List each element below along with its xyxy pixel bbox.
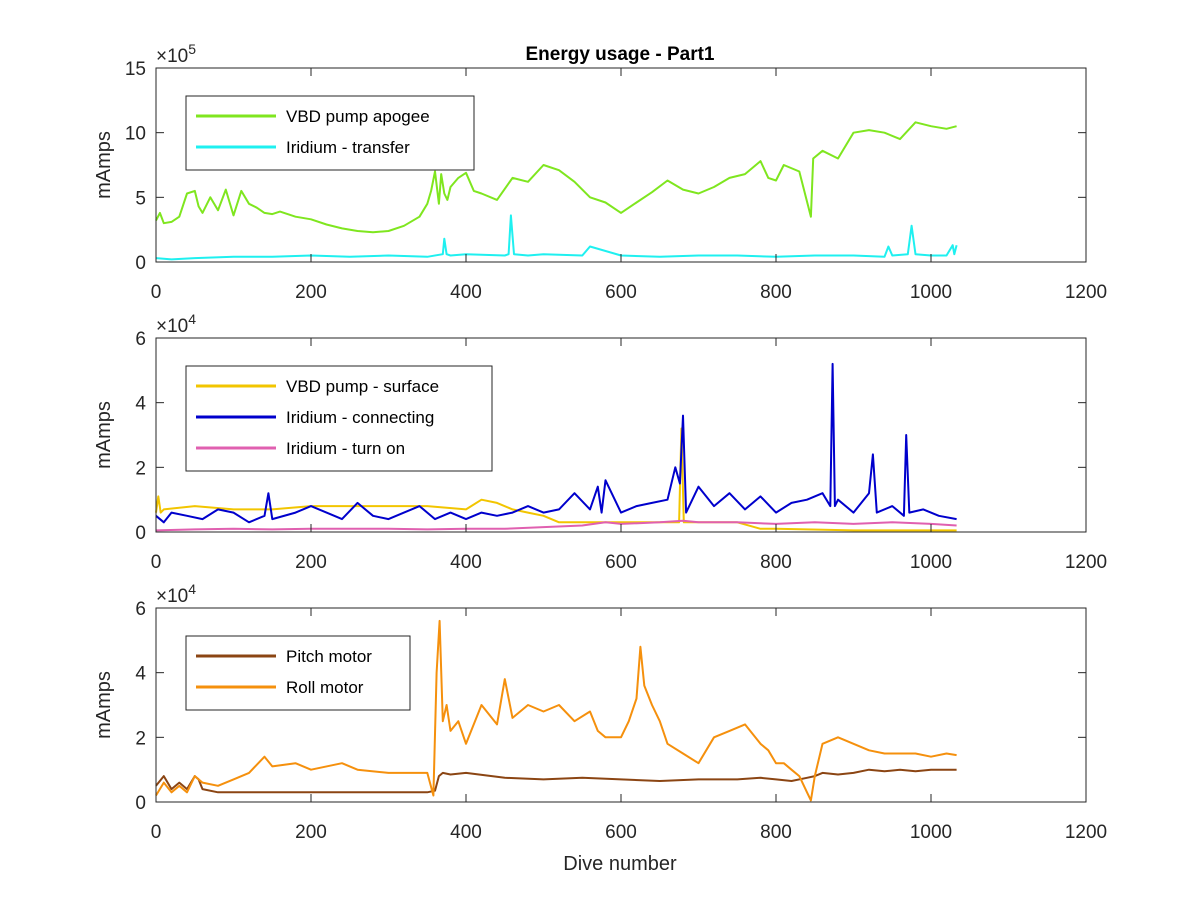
y-axis-label: mAmps (93, 401, 115, 469)
y-tick-label: 6 (135, 599, 146, 620)
legend-entry-label: Iridium - transfer (286, 138, 410, 157)
legend-entry-label: Pitch motor (286, 647, 372, 666)
y-tick-label: 2 (135, 728, 146, 749)
x-tick-label: 1200 (1065, 282, 1107, 303)
series-line-iridium-connecting (155, 362, 957, 524)
x-tick-label: 0 (151, 822, 162, 843)
x-tick-label: 800 (760, 282, 792, 303)
x-tick-label: 1200 (1065, 822, 1107, 843)
series-line-pitch-motor (155, 768, 957, 794)
x-tick-label: 600 (605, 822, 637, 843)
legend-entry-label: VBD pump - surface (286, 377, 439, 396)
figure-title: Energy usage - Part1 (525, 44, 714, 65)
y-tick-label: 6 (135, 329, 146, 350)
x-tick-label: 200 (295, 282, 327, 303)
x-tick-label: 200 (295, 822, 327, 843)
x-tick-label: 800 (760, 552, 792, 573)
x-tick-label: 1200 (1065, 552, 1107, 573)
series-line-iridium-turn-on (155, 519, 957, 532)
y-tick-label: 2 (135, 458, 146, 479)
series-line-iridium-transfer (155, 214, 958, 261)
x-tick-label: 400 (450, 822, 482, 843)
x-tick-label: 1000 (910, 552, 952, 573)
x-tick-label: 0 (151, 282, 162, 303)
legend-box (185, 635, 411, 711)
panel-1: 0 200 400 600 800 1000 1200051015×105mAmpsVBD … (93, 41, 1107, 303)
x-tick-label: 200 (295, 552, 327, 573)
x-axis-label: Dive number (563, 853, 677, 875)
y-tick-label: 0 (135, 253, 146, 274)
x-tick-label: 1000 (910, 282, 952, 303)
legend-entry-label: Iridium - connecting (286, 408, 434, 427)
legend-box (185, 95, 475, 171)
x-tick-label: 400 (450, 282, 482, 303)
chart-panels: 0 200 400 600 800 1000 1200051015×105mAmpsVBD … (93, 41, 1107, 843)
x-tick-label: 1000 (910, 822, 952, 843)
legend-entry-label: Iridium - turn on (286, 439, 405, 458)
y-axis-label: mAmps (93, 671, 115, 739)
y-tick-label: 10 (125, 124, 146, 145)
x-tick-label: 800 (760, 822, 792, 843)
series-line-vbd-pump-apogee (155, 121, 957, 234)
legend-entry-label: VBD pump apogee (286, 107, 430, 126)
y-axis-label: mAmps (93, 131, 115, 199)
legend: VBD pump apogee Iridium - transfer (185, 95, 475, 171)
x-tick-label: 400 (450, 552, 482, 573)
legend: Pitch motor Roll motor (185, 635, 411, 711)
x-tick-label: 600 (605, 282, 637, 303)
y-tick-label: 0 (135, 793, 146, 814)
x-tick-label: 600 (605, 552, 637, 573)
x-tick-label: 0 (151, 552, 162, 573)
legend-entry-label: Roll motor (286, 678, 364, 697)
y-tick-label: 4 (135, 664, 146, 685)
legend: VBD pump - surface Iridium - connecting Ir… (185, 365, 493, 472)
y-tick-label: 4 (135, 394, 146, 415)
panel-3: 0 200 400 600 800 1000 12000246×104mAmpsPitch … (93, 581, 1107, 843)
series-line-roll-motor (155, 619, 957, 802)
y-tick-label: 15 (125, 59, 146, 80)
y-tick-label: 5 (135, 188, 146, 209)
y-tick-label: 0 (135, 523, 146, 544)
